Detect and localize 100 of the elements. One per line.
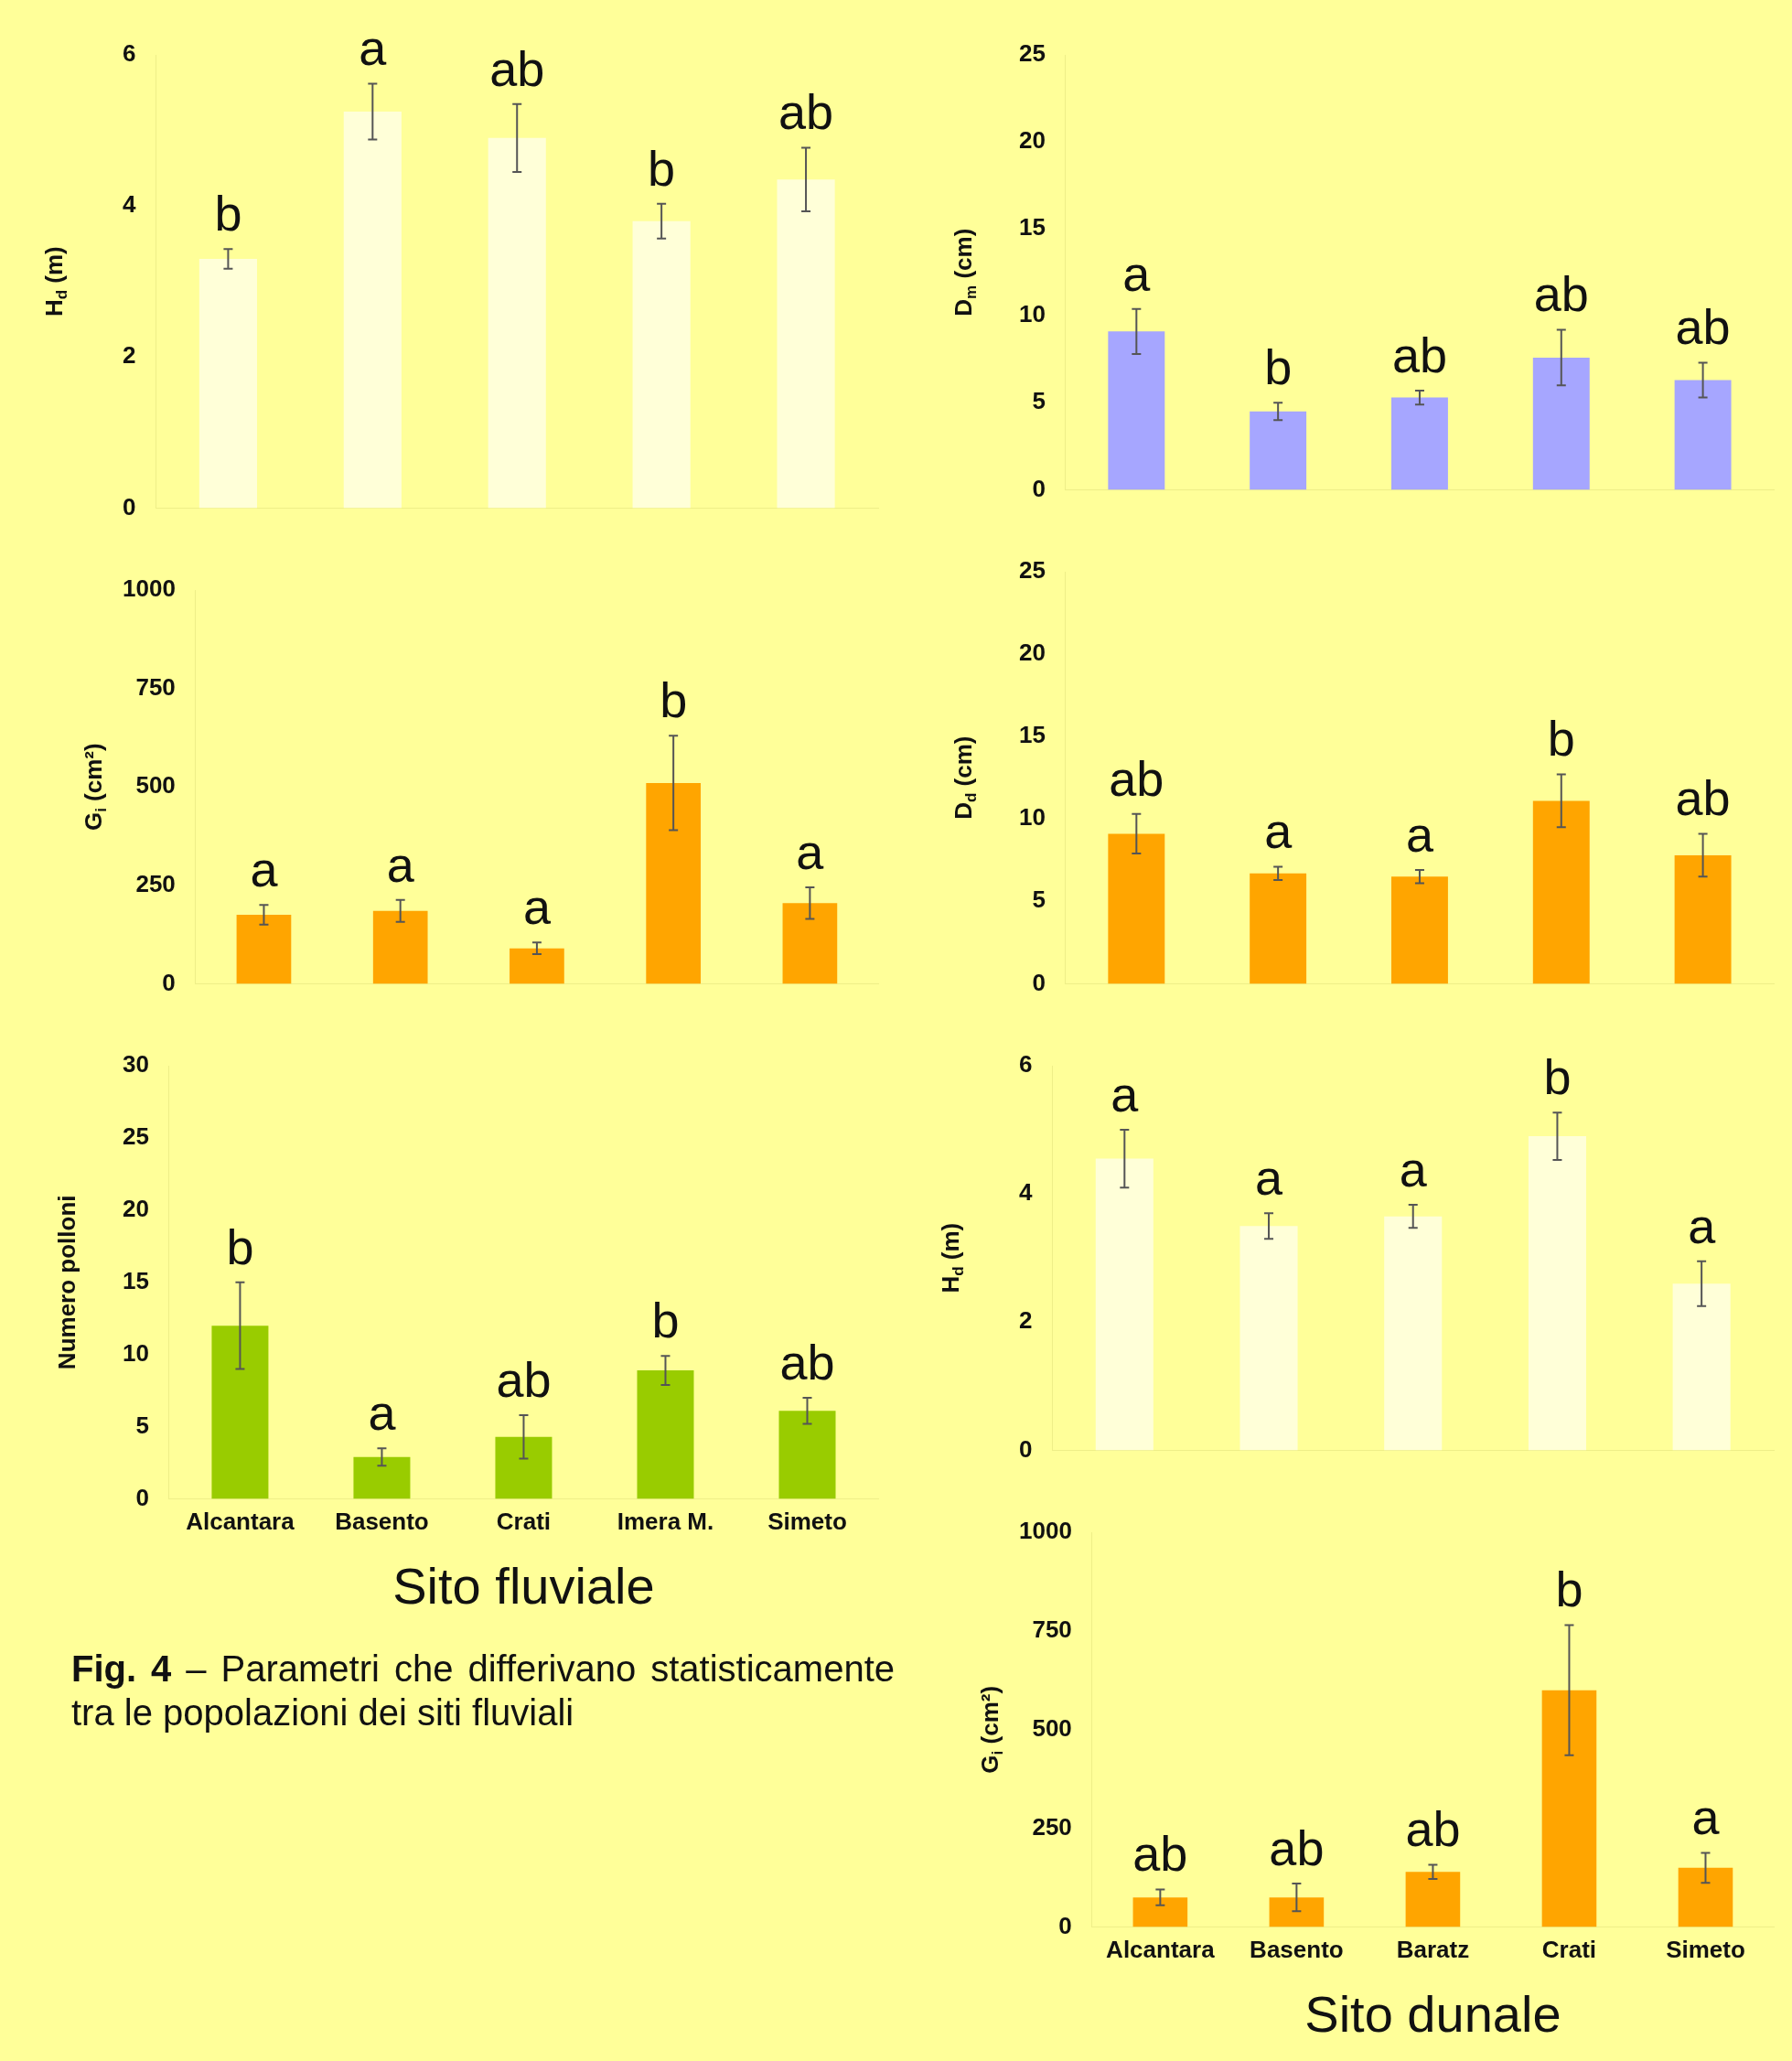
- y-tick-label: 4: [1018, 1178, 1033, 1207]
- annotation: a: [1122, 245, 1152, 301]
- annotation: b: [651, 1293, 680, 1348]
- annotation: ab: [779, 1334, 835, 1390]
- y-tick-label: 15: [1019, 213, 1046, 242]
- x-tick-label: Alcantara: [186, 1508, 295, 1536]
- bar: [782, 903, 838, 984]
- y-axis-title: Dm (cm): [950, 228, 981, 317]
- caption: Fig. 4 – Parametri che differivano statisticamente tra le popolazioni dei siti fluviali: [71, 1648, 895, 1734]
- annotation: b: [1555, 1562, 1583, 1617]
- bar: [372, 910, 428, 984]
- bar: [488, 137, 546, 509]
- bar: [495, 1436, 553, 1499]
- annotation: b: [1543, 1049, 1572, 1105]
- annotation: b: [226, 1218, 254, 1274]
- y-axis-title: Numero polloni: [53, 1195, 81, 1370]
- y-axis-title: Dd (cm): [950, 735, 981, 820]
- x-tick-label: Baratz: [1396, 1936, 1470, 1964]
- y-tick-label: 0: [135, 1483, 149, 1511]
- bar: [1250, 873, 1307, 984]
- annotation: a: [386, 836, 415, 892]
- bar: [1672, 1283, 1731, 1451]
- y-tick-label: 2: [1018, 1306, 1033, 1335]
- bar: [1391, 397, 1448, 490]
- bar: [1250, 411, 1307, 490]
- y-tick-label: 6: [1018, 1050, 1033, 1079]
- annotation: a: [359, 20, 388, 76]
- annotation: b: [1264, 339, 1293, 395]
- annotation: a: [368, 1385, 397, 1441]
- bar: [1528, 1136, 1586, 1451]
- annotation: a: [796, 823, 825, 879]
- y-tick-label: 20: [1019, 126, 1046, 155]
- y-tick-label: 15: [123, 1266, 149, 1294]
- annotation: a: [522, 879, 552, 935]
- x-tick-label: Alcantara: [1106, 1936, 1216, 1964]
- annotation: ab: [778, 84, 834, 140]
- y-tick-label: 10: [1019, 803, 1046, 832]
- annotation: ab: [1132, 1826, 1188, 1882]
- annotation: a: [1399, 1141, 1428, 1197]
- x-tick-label: Crati: [496, 1508, 552, 1536]
- annotation: ab: [1533, 266, 1589, 322]
- bar: [1674, 854, 1732, 984]
- annotation: a: [1688, 1197, 1717, 1253]
- y-tick-label: 1000: [123, 574, 176, 603]
- x-tick-label: Imera M.: [617, 1508, 714, 1536]
- bar: [1269, 1897, 1325, 1927]
- annotation: b: [1547, 711, 1575, 767]
- y-axis-title: Gi (cm²): [80, 743, 111, 832]
- bar: [343, 111, 402, 509]
- y-axis-title: Hd (m): [39, 246, 70, 317]
- y-tick-label: 2: [122, 341, 136, 370]
- y-tick-label: 0: [122, 492, 136, 521]
- bar: [1108, 331, 1165, 490]
- annotation: ab: [1109, 750, 1164, 806]
- bar: [646, 782, 701, 984]
- bar: [777, 179, 835, 509]
- y-tick-label: 5: [135, 1411, 149, 1439]
- y-tick-label: 500: [1032, 1713, 1072, 1742]
- annotation: ab: [489, 40, 545, 96]
- annotation: ab: [1675, 770, 1731, 826]
- y-tick-label: 25: [1019, 556, 1046, 585]
- bar: [1674, 380, 1732, 490]
- x-axis-title: Sito dunale: [1304, 1984, 1561, 2043]
- x-axis-title: Sito fluviale: [392, 1556, 655, 1615]
- x-tick-label: Crati: [1541, 1936, 1597, 1964]
- bar: [236, 915, 292, 984]
- bar: [632, 220, 691, 509]
- y-tick-label: 6: [122, 39, 136, 68]
- x-tick-label: Basento: [335, 1508, 429, 1536]
- y-tick-label: 5: [1032, 387, 1046, 415]
- y-tick-label: 5: [1032, 886, 1046, 914]
- annotation: a: [1255, 1150, 1283, 1206]
- bar: [1391, 876, 1448, 984]
- bar: [510, 948, 564, 984]
- bar: [1405, 1872, 1461, 1927]
- y-axis-title: Hd (m): [936, 1222, 967, 1293]
- bar: [1532, 800, 1590, 984]
- y-tick-label: 0: [1032, 474, 1046, 502]
- annotation: b: [648, 140, 676, 196]
- annotation: b: [214, 186, 242, 242]
- y-tick-label: 0: [1058, 1911, 1072, 1939]
- bar: [1132, 1897, 1188, 1927]
- bar: [778, 1411, 836, 1499]
- bar: [1095, 1158, 1154, 1451]
- bar: [1541, 1690, 1597, 1927]
- annotation: a: [1405, 806, 1434, 862]
- y-tick-label: 1000: [1019, 1517, 1072, 1545]
- annotation: a: [1264, 803, 1293, 859]
- annotation: a: [1691, 1789, 1721, 1845]
- x-tick-label: Simeto: [1666, 1936, 1745, 1964]
- y-tick-label: 25: [123, 1122, 149, 1151]
- annotation: a: [250, 842, 279, 897]
- bar: [1384, 1216, 1443, 1451]
- y-tick-label: 20: [1019, 639, 1046, 667]
- y-tick-label: 0: [1032, 968, 1046, 996]
- annotation: b: [660, 672, 688, 728]
- y-tick-label: 15: [1019, 721, 1046, 749]
- bar: [637, 1370, 694, 1499]
- y-tick-label: 20: [123, 1195, 149, 1223]
- bar: [1678, 1867, 1733, 1927]
